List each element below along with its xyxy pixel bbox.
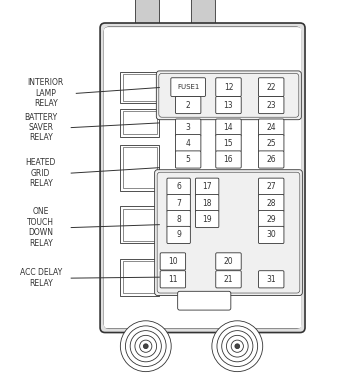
Circle shape [140,340,152,352]
FancyBboxPatch shape [258,194,284,212]
Circle shape [212,321,263,371]
Text: 25: 25 [266,138,276,148]
FancyBboxPatch shape [167,226,191,244]
FancyBboxPatch shape [171,78,205,96]
FancyBboxPatch shape [167,178,191,195]
FancyBboxPatch shape [258,178,284,195]
FancyBboxPatch shape [104,27,302,328]
Text: 6: 6 [176,182,181,191]
FancyBboxPatch shape [195,210,219,228]
Circle shape [235,344,240,349]
FancyBboxPatch shape [167,194,191,212]
FancyBboxPatch shape [175,119,201,136]
FancyBboxPatch shape [216,253,241,270]
FancyBboxPatch shape [192,0,215,29]
Text: 14: 14 [224,123,233,132]
Circle shape [226,335,248,357]
FancyBboxPatch shape [136,0,159,29]
FancyBboxPatch shape [175,135,201,152]
Text: BATTERY
SAVER
RELAY: BATTERY SAVER RELAY [24,113,57,142]
Text: FUSE1: FUSE1 [177,84,199,90]
Text: 15: 15 [224,138,233,148]
FancyBboxPatch shape [258,119,284,136]
Text: 23: 23 [266,100,276,110]
FancyBboxPatch shape [258,271,284,288]
Circle shape [217,326,258,366]
Text: 26: 26 [266,155,276,164]
Bar [123,74,157,101]
Text: 24: 24 [266,123,276,132]
Text: 3: 3 [186,123,191,132]
Bar [123,209,157,241]
FancyBboxPatch shape [258,96,284,114]
Text: 22: 22 [266,82,276,92]
Text: INTERIOR
LAMP
RELAY: INTERIOR LAMP RELAY [28,79,64,108]
Bar [123,261,157,293]
Text: 8: 8 [176,214,181,224]
FancyBboxPatch shape [160,271,186,288]
FancyBboxPatch shape [167,210,191,228]
Circle shape [135,335,157,357]
Text: 29: 29 [266,214,276,224]
FancyBboxPatch shape [258,78,284,96]
FancyBboxPatch shape [100,23,305,333]
FancyBboxPatch shape [195,178,219,195]
FancyBboxPatch shape [216,96,241,114]
Text: 27: 27 [266,182,276,191]
Text: 17: 17 [202,182,212,191]
FancyBboxPatch shape [175,151,201,168]
Text: 10: 10 [168,257,178,266]
FancyBboxPatch shape [216,78,241,96]
FancyBboxPatch shape [178,291,231,310]
Circle shape [125,326,166,366]
Text: 19: 19 [202,214,212,224]
FancyBboxPatch shape [195,194,219,212]
Text: 11: 11 [168,275,178,284]
FancyBboxPatch shape [216,119,241,136]
FancyBboxPatch shape [258,226,284,244]
FancyBboxPatch shape [216,151,241,168]
Bar [120,72,159,103]
FancyBboxPatch shape [160,253,186,270]
Text: ONE
TOUCH
DOWN
RELAY: ONE TOUCH DOWN RELAY [27,207,54,248]
Circle shape [130,331,161,362]
Text: ACC DELAY
RELAY: ACC DELAY RELAY [20,268,62,288]
FancyBboxPatch shape [258,135,284,152]
Bar [120,109,159,137]
Text: 18: 18 [202,198,212,208]
Circle shape [222,331,253,362]
Text: 28: 28 [266,198,276,208]
Text: 7: 7 [176,198,181,208]
Text: HEATED
GRID
RELAY: HEATED GRID RELAY [25,158,56,188]
Bar [120,145,159,191]
Text: 12: 12 [224,82,233,92]
Text: 2: 2 [186,100,191,110]
FancyBboxPatch shape [156,71,301,120]
Text: 20: 20 [224,257,233,266]
Circle shape [120,321,171,371]
Circle shape [143,344,148,349]
FancyBboxPatch shape [258,210,284,228]
FancyBboxPatch shape [175,96,201,114]
Text: 31: 31 [266,275,276,284]
Text: 13: 13 [224,100,233,110]
Bar [123,147,157,188]
Text: 9: 9 [176,230,181,240]
Text: 21: 21 [224,275,233,284]
Text: 5: 5 [186,155,191,164]
Text: 30: 30 [266,230,276,240]
Bar [120,259,159,296]
FancyBboxPatch shape [258,151,284,168]
Text: 4: 4 [186,138,191,148]
Circle shape [231,340,243,352]
FancyBboxPatch shape [216,135,241,152]
FancyBboxPatch shape [216,271,241,288]
Bar [123,111,157,135]
FancyBboxPatch shape [155,170,302,296]
Text: 16: 16 [224,155,233,164]
Bar [120,206,159,243]
